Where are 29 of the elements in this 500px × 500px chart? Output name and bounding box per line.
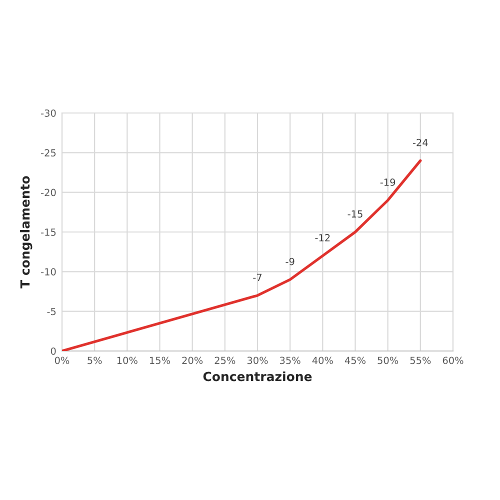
y-tick-label: -15 [41,228,56,236]
x-tick-label: 35% [280,356,300,364]
data-label: -19 [380,178,396,186]
x-tick-label: 60% [442,356,464,364]
y-tick-label: 0 [50,347,56,355]
y-tick-label: -30 [41,109,56,117]
data-label: -15 [348,210,362,218]
y-axis-title: T congelamento [20,176,32,288]
data-label: -12 [315,234,330,242]
x-tick-label: 25% [214,356,236,364]
x-tick-label: 40% [312,356,333,364]
data-label: -24 [412,138,428,146]
data-label: -9 [286,258,294,266]
x-tick-label: 5% [88,356,102,364]
x-axis-title: Concentrazione [203,372,312,382]
x-tick-label: 30% [247,356,268,364]
x-tick-label: 0% [54,356,70,364]
x-tick-label: 50% [378,356,398,364]
data-label: -7 [253,274,262,281]
x-tick-label: 15% [150,356,170,364]
y-tick-label: -20 [41,188,56,196]
x-tick-label: 10% [117,356,138,364]
y-tick-label: -25 [41,149,56,156]
x-tick-label: 45% [344,356,366,364]
y-tick-label: -10 [41,268,56,276]
x-tick-label: 20% [182,356,203,364]
x-tick-label: 55% [410,356,431,364]
y-tick-label: -5 [47,308,56,316]
line-series [62,159,422,351]
